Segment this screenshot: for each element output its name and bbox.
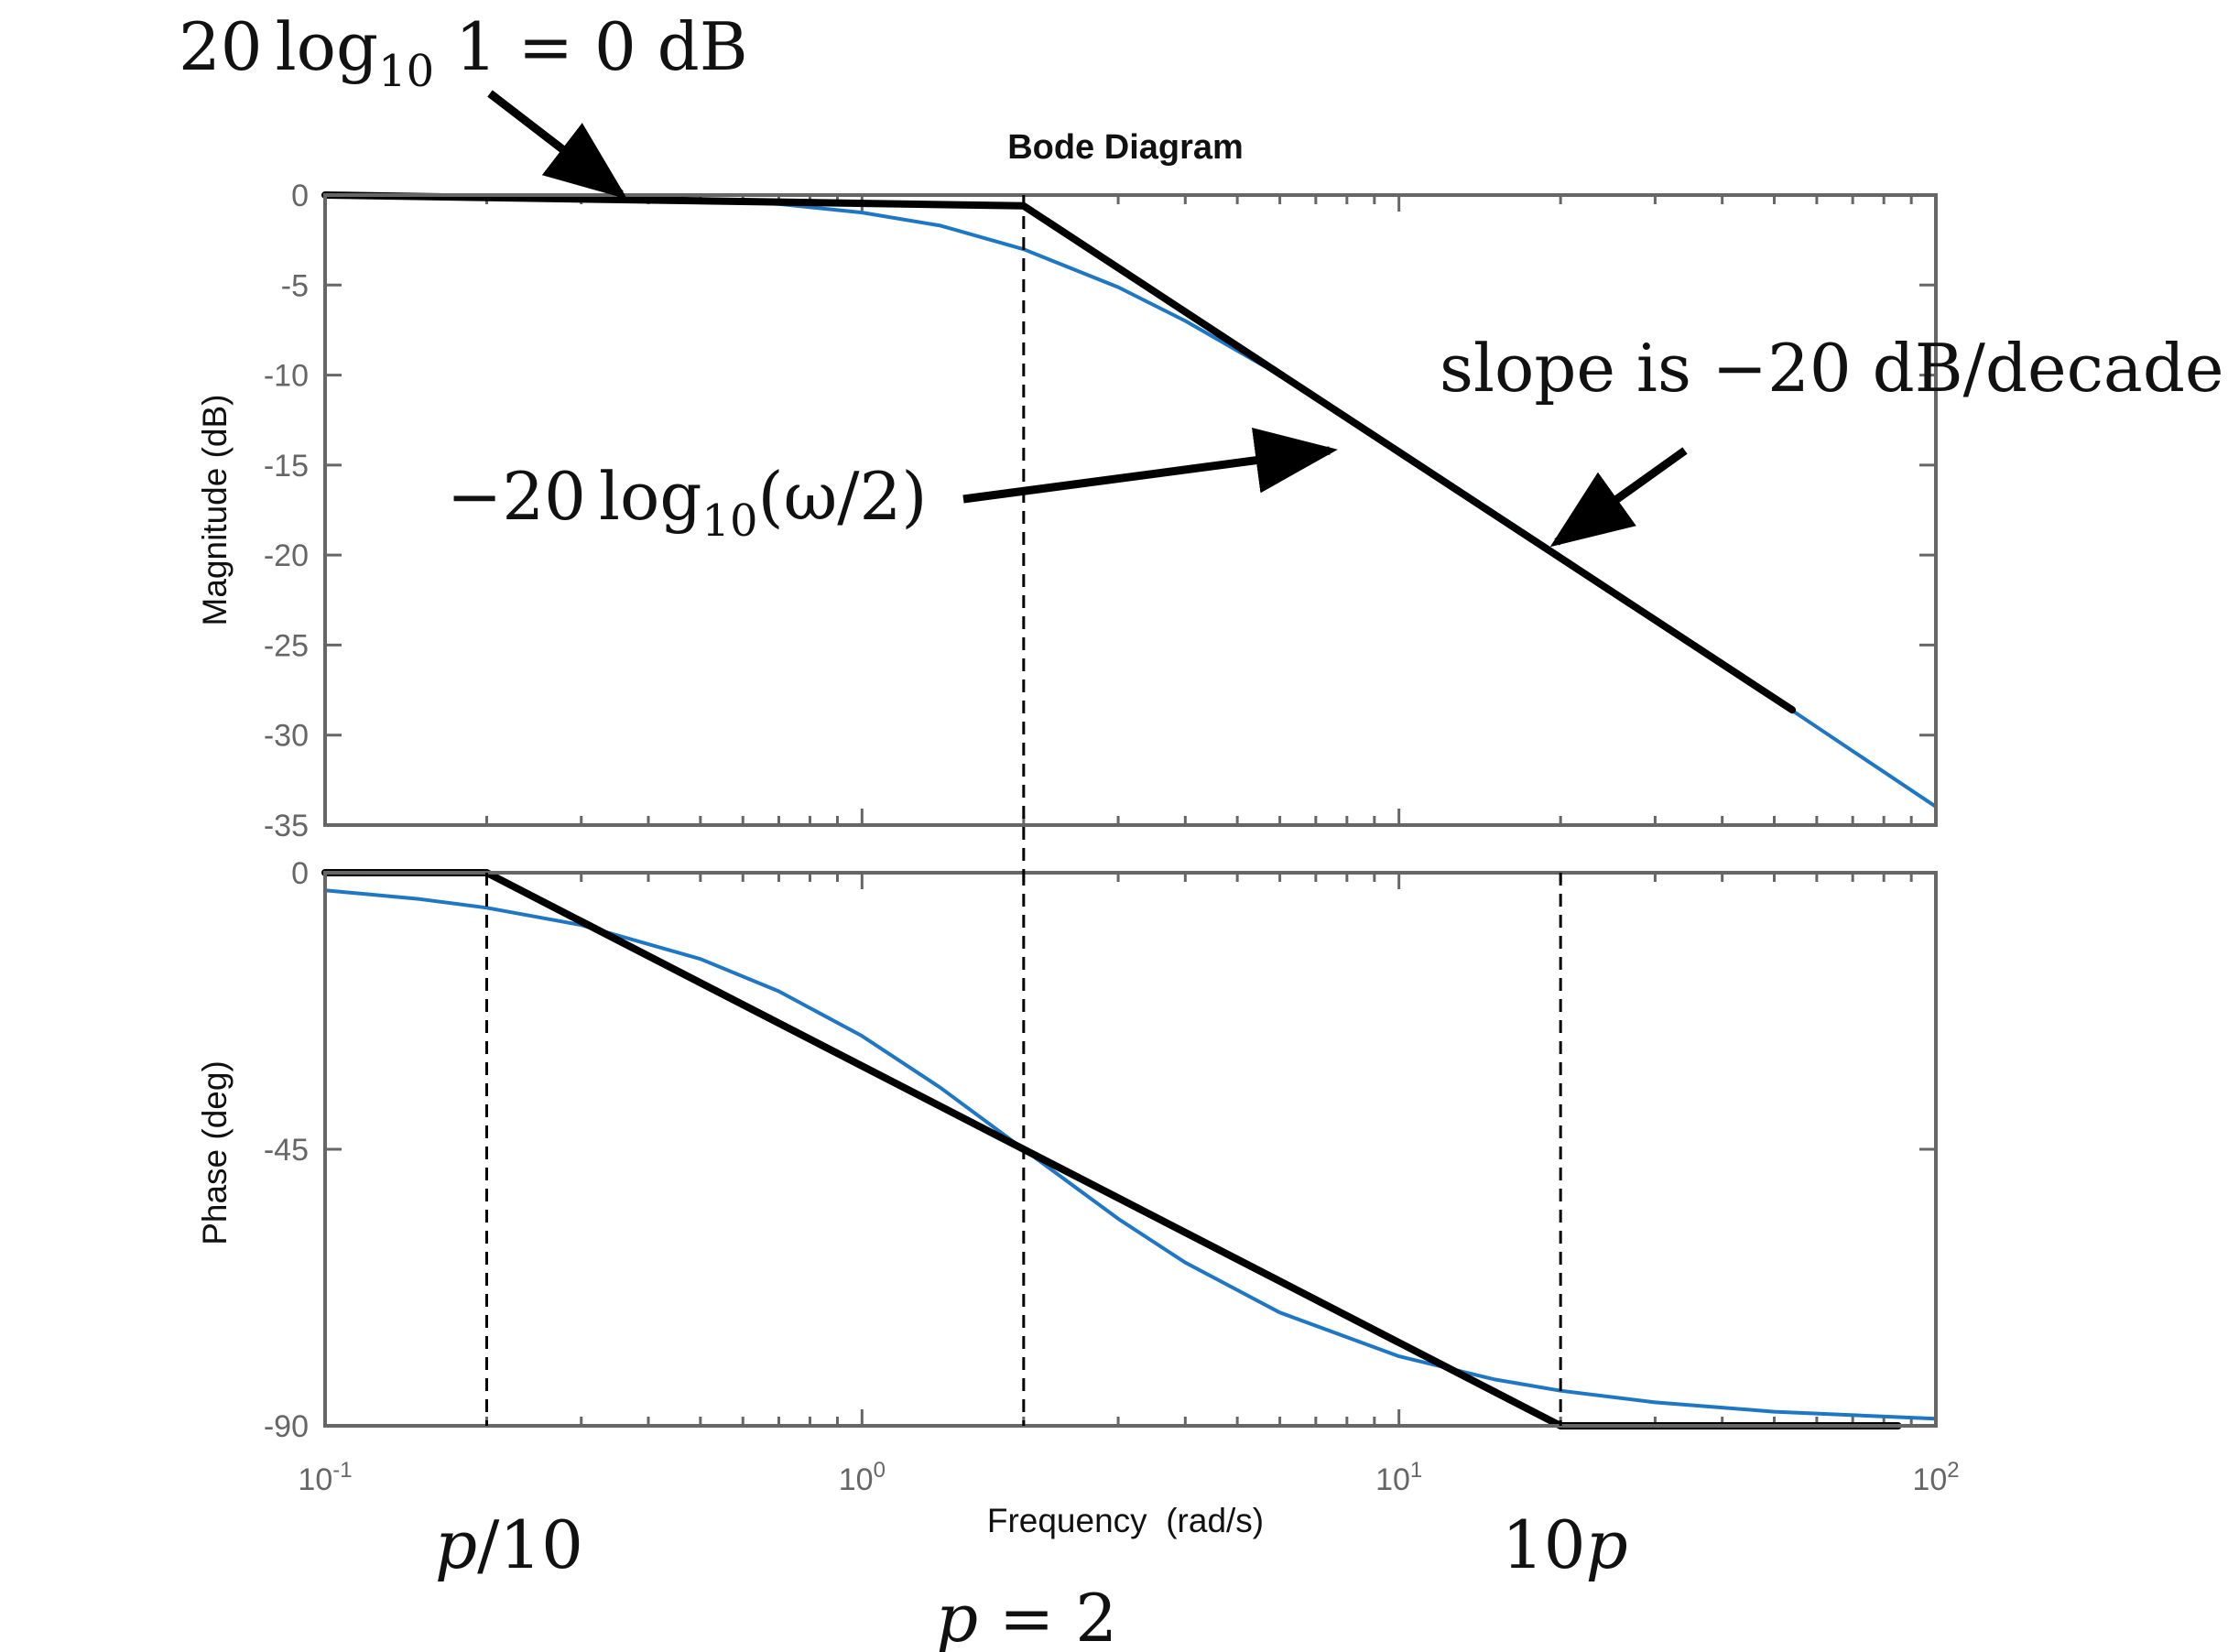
annotation-slope-arrow (1549, 447, 1688, 548)
phase-y-tick-label: -90 (264, 1409, 309, 1444)
phase-y-tick-labels: 0 -45 -90 (264, 856, 309, 1444)
magnitude-y-tick-label: -10 (264, 359, 309, 394)
magnitude-y-tick-label: 0 (291, 179, 309, 213)
annotation-asymptote: −20 log10(ω/2) (447, 427, 1338, 547)
phase-axis-label: Phase (deg) (196, 1060, 234, 1245)
annotation-slope: slope is −20 dB/decade (1440, 330, 2224, 548)
annotation-slope-text: slope is −20 dB/decade (1440, 330, 2224, 407)
magnitude-asymptote-line (321, 191, 1797, 714)
magnitude-y-tick-label: -15 (264, 449, 309, 484)
phase-panel: 0 -45 -90 Phase (deg) (196, 856, 1938, 1444)
corner-markers (485, 195, 1562, 1426)
annotation-zero-db-text: 20 log10 1 = 0 dB (179, 8, 748, 97)
magnitude-axes-frame (323, 193, 1938, 827)
annotation-p-over-10: p/10 (435, 1506, 583, 1583)
phase-ticks (323, 871, 1938, 1428)
phase-asymptote-line (321, 869, 1902, 1429)
annotation-asymptote-arrow (962, 427, 1338, 504)
x-tick-label: 100 (839, 1458, 886, 1497)
magnitude-y-tick-label: -25 (264, 628, 309, 663)
magnitude-y-tick-label: -30 (264, 719, 309, 754)
phase-axes-frame (323, 871, 1938, 1428)
magnitude-y-tick-label: -5 (281, 268, 309, 303)
annotation-zero-db: 20 log10 1 = 0 dB (179, 8, 748, 200)
annotation-ten-p: 10p (1502, 1506, 1628, 1583)
phase-series (321, 869, 1938, 1429)
x-tick-labels: 10-1 100 101 102 (298, 1458, 1959, 1497)
x-tick-label: 101 (1375, 1458, 1422, 1497)
phase-y-tick-label: -45 (264, 1133, 309, 1168)
x-tick-label: 10-1 (298, 1458, 352, 1497)
magnitude-y-tick-labels: 0 -5 -10 -15 -20 -25 -30 -35 (264, 179, 309, 843)
chart-title: Bode Diagram (1007, 128, 1244, 167)
annotation-asymptote-text: −20 log10(ω/2) (447, 458, 927, 547)
annotation-zero-db-arrow (487, 90, 628, 200)
magnitude-axis-label: Magnitude (dB) (196, 395, 234, 626)
phase-y-tick-label: 0 (291, 856, 309, 891)
annotation-p-equals-2: p = 2 (936, 1580, 1117, 1652)
phase-exact-line (323, 888, 1938, 1421)
x-axis-label: Frequency (rad/s) (987, 1502, 1264, 1539)
magnitude-y-tick-label: -35 (264, 809, 309, 843)
x-tick-label: 102 (1912, 1458, 1959, 1497)
magnitude-y-tick-label: -20 (264, 538, 309, 573)
